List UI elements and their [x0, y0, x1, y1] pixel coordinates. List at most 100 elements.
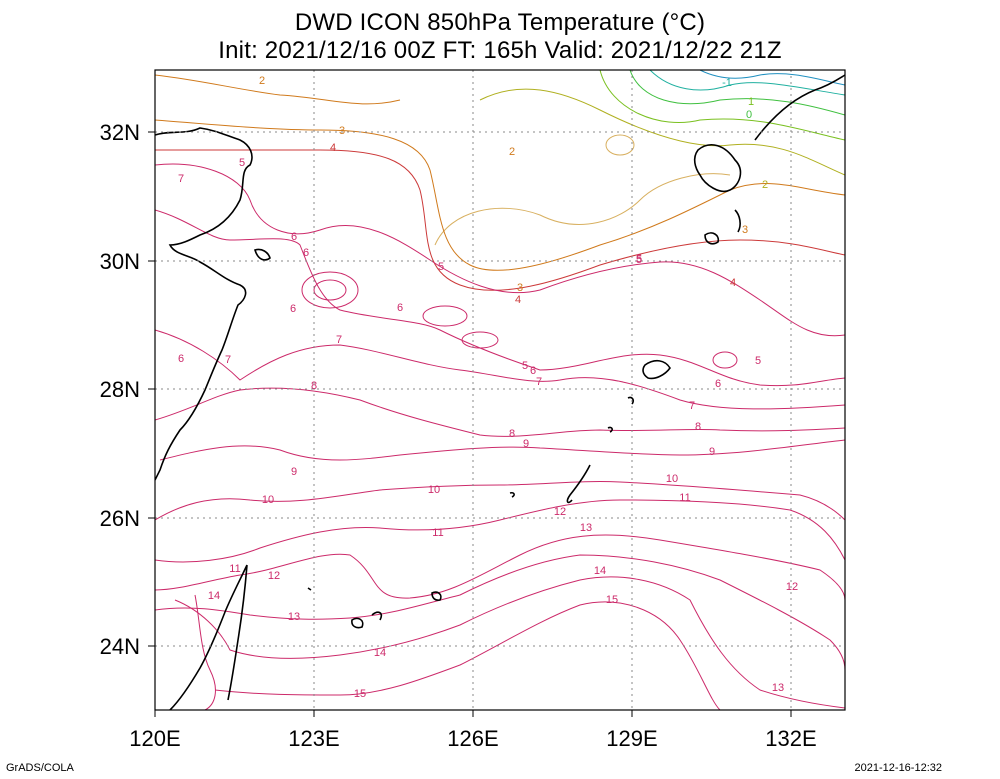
tokara-island — [627, 396, 635, 405]
contour-label: 2 — [259, 75, 265, 87]
contour-label: 5 — [636, 253, 642, 265]
okinawa-island — [566, 464, 591, 504]
contour-label: 1 — [748, 96, 754, 108]
lon-label: 126E — [447, 726, 498, 751]
contour-line — [155, 554, 845, 671]
plot-frame — [154, 69, 846, 711]
contour-label: 5 — [636, 254, 642, 266]
contour-label: 9 — [709, 446, 715, 458]
amami-island — [642, 359, 671, 380]
lon-label: 123E — [288, 726, 339, 751]
yakushima-island — [704, 232, 720, 245]
contour-label: 0 — [746, 109, 752, 121]
contour-line — [159, 439, 845, 461]
japan-kyushu-coastline — [693, 144, 742, 193]
contour-line — [629, 70, 845, 116]
china-coastline — [155, 127, 253, 481]
contour-label: 6 — [715, 378, 721, 390]
ishigaki-island — [351, 611, 383, 629]
contour-label: 7 — [336, 334, 342, 346]
contour-label: 10 — [666, 473, 678, 485]
contour-label: 13 — [772, 682, 784, 694]
contour-label: 7 — [536, 376, 542, 388]
lon-label: 132E — [765, 726, 816, 751]
contour-label: 7 — [178, 173, 184, 185]
lat-axis-labels: 32N 30N 28N 26N 24N — [100, 120, 140, 659]
contour-label: 7 — [689, 400, 695, 412]
contour-line — [155, 481, 845, 521]
coastlines — [155, 74, 845, 710]
contour-line — [301, 271, 359, 309]
contour-line — [313, 279, 347, 301]
contour-label: 13 — [288, 611, 300, 623]
contour-label: 3 — [742, 224, 748, 236]
contour-label: 2 — [509, 146, 515, 158]
contour-line — [214, 601, 721, 710]
contour-label: 11 — [432, 527, 443, 539]
footer-credit: GrADS/COLA — [6, 762, 74, 774]
contour-label: 9 — [291, 466, 297, 478]
contour-line — [155, 534, 845, 601]
lat-label: 32N — [100, 120, 140, 145]
footer-timestamp: 2021-12-16-12:32 — [854, 762, 942, 774]
senkaku-island — [307, 587, 312, 591]
lat-label: 28N — [100, 377, 140, 402]
contour-label: 6 — [291, 231, 297, 243]
contour-label: 14 — [594, 565, 606, 577]
contour-label: 3 — [339, 125, 345, 137]
contour-label: 13 — [580, 522, 592, 534]
contour-label: 7 — [225, 354, 231, 366]
contour-line — [174, 576, 845, 709]
contour-label: 11 — [229, 563, 240, 575]
contour-line — [155, 74, 401, 105]
contour-label: 6 — [303, 247, 309, 259]
small-island — [509, 492, 515, 498]
contour-label: 5 — [438, 261, 444, 273]
contour-label: 6 — [397, 302, 403, 314]
contour-label: 12 — [268, 570, 280, 582]
contour-label: 10 — [428, 484, 440, 496]
contour-line — [155, 329, 845, 410]
contour-line — [605, 134, 635, 156]
gridlines — [155, 70, 845, 710]
contour-line — [155, 209, 845, 387]
contour-label: 6 — [178, 353, 184, 365]
contour-line — [649, 70, 845, 96]
contour-label: 4 — [515, 294, 521, 306]
contour-line — [155, 149, 845, 291]
contour-line — [461, 331, 499, 349]
contour-label: 12 — [554, 506, 566, 518]
contour-label: 8 — [311, 380, 317, 392]
contour-label: -1 — [722, 77, 732, 89]
chart-subtitle: Init: 2021/12/16 00Z FT: 165h Valid: 202… — [218, 37, 782, 64]
contour-line — [155, 163, 845, 337]
contour-line — [699, 70, 845, 86]
contour-label: 5 — [755, 355, 761, 367]
contour-label: 12 — [786, 581, 798, 593]
contour-line — [155, 387, 845, 437]
contour-line — [155, 119, 845, 271]
contour-label: 11 — [679, 492, 690, 504]
tanegashima-island — [734, 209, 741, 233]
contour-line — [599, 70, 845, 141]
contour-label: 8 — [509, 428, 515, 440]
contour-label: 9 — [523, 438, 529, 450]
miyako-island — [431, 591, 442, 601]
contour-label: 15 — [606, 594, 618, 606]
small-island — [607, 426, 613, 433]
lon-label: 120E — [129, 726, 180, 751]
contour-label: 10 — [262, 494, 274, 506]
contour-line — [434, 173, 731, 246]
contour-label: 2 — [762, 179, 768, 191]
contour-line — [422, 305, 468, 327]
contour-label: 8 — [695, 421, 701, 433]
contour-line — [712, 351, 738, 369]
contour-label: 3 — [517, 282, 523, 294]
contour-line — [479, 88, 845, 176]
lon-label: 129E — [606, 726, 657, 751]
contour-line — [194, 594, 216, 710]
contour-label: 15 — [354, 688, 366, 700]
axis-ticks — [148, 131, 792, 717]
contour-label: 4 — [730, 277, 736, 289]
